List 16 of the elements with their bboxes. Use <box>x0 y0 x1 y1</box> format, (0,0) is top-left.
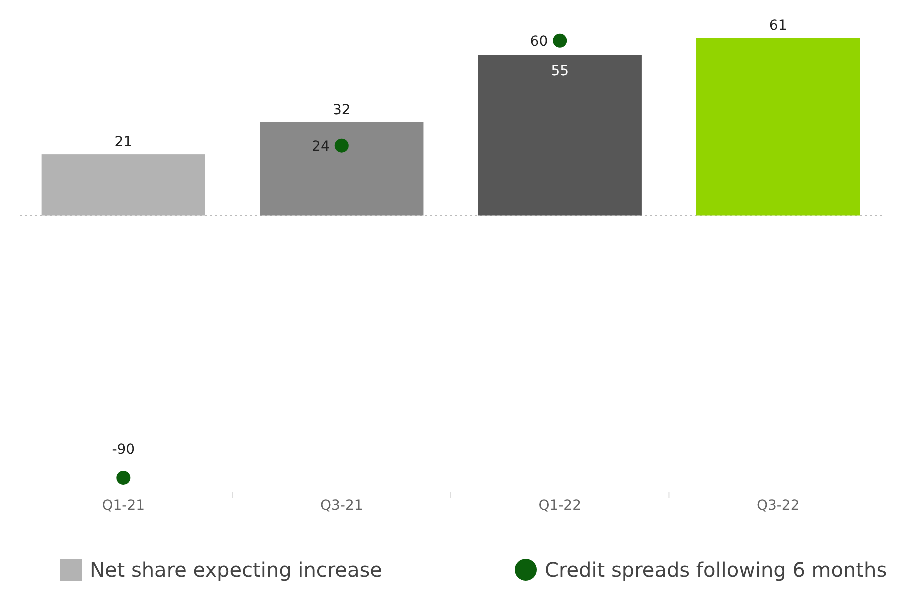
data-label: 55 <box>551 63 570 80</box>
bar <box>478 55 642 216</box>
data-label: 60 <box>530 34 548 50</box>
legend-label: Net share expecting increase <box>90 558 382 582</box>
x-tick-label: Q1-22 <box>538 498 582 514</box>
x-tick-label: Q3-21 <box>320 498 364 514</box>
legend-label: Credit spreads following 6 months <box>545 558 888 582</box>
data-label: -90 <box>112 442 136 458</box>
bar <box>696 38 860 216</box>
data-label: 21 <box>114 134 133 151</box>
data-label: 32 <box>332 102 351 119</box>
bar <box>260 122 424 216</box>
x-tick-label: Q1-21 <box>102 498 146 514</box>
data-label: 24 <box>312 138 330 155</box>
data-label: 61 <box>769 18 788 34</box>
x-tick-label: Q3-22 <box>756 498 800 514</box>
